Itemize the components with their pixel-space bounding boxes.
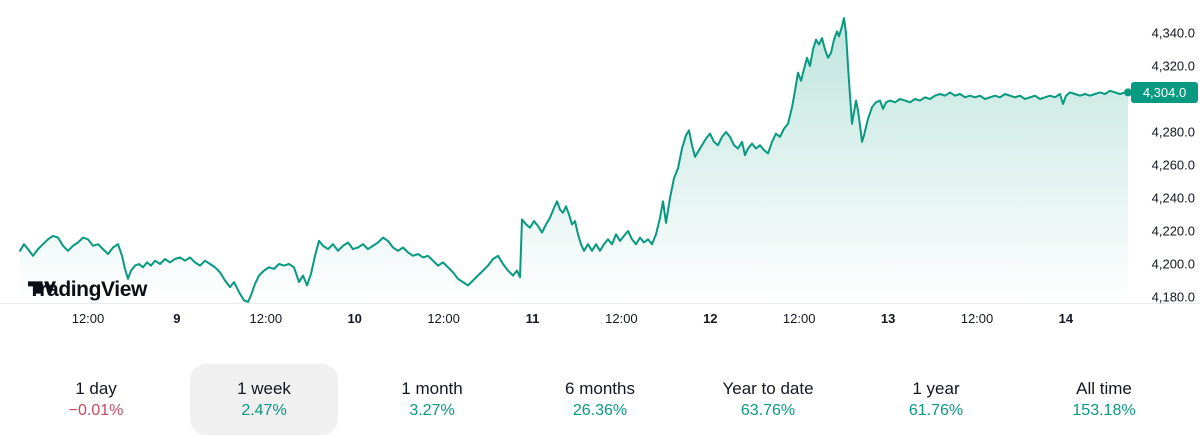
range-button-1-year[interactable]: 1 year 61.76%	[862, 364, 1010, 435]
range-label: All time	[1076, 379, 1132, 398]
tradingview-logomark-icon	[28, 281, 56, 294]
x-axis-label: 12:00	[960, 311, 994, 326]
y-axis-label: 4,240.0	[1151, 190, 1195, 206]
x-axis-label: 12:00	[782, 311, 816, 326]
range-change: 61.76%	[908, 402, 964, 419]
range-button-1-day[interactable]: 1 day −0.01%	[22, 364, 170, 435]
range-label: 1 day	[75, 379, 117, 398]
y-axis-label: 4,260.0	[1151, 157, 1195, 173]
x-axis-label: 12:00	[427, 311, 460, 326]
x-axis-separator	[0, 303, 1200, 304]
current-price-badge: 4,304.0	[1131, 81, 1198, 103]
price-line	[19, 17, 1129, 303]
range-tabs: 1 day −0.01% 1 week 2.47% 1 month 3.27% 6 mont…	[12, 361, 1188, 438]
chart-area: 4,340.0 4,320.0 4,280.0 4,260.0 4,240.0 4,220…	[0, 17, 1200, 326]
x-axis-label: 13	[880, 311, 896, 326]
y-axis-label: 4,180.0	[1151, 289, 1195, 305]
range-label: 1 year	[912, 379, 960, 398]
x-axis-label: 12	[703, 311, 718, 326]
range-button-all-time[interactable]: All time 153.18%	[1030, 364, 1178, 435]
y-axis-label: 4,320.0	[1151, 58, 1195, 74]
range-button-1-week[interactable]: 1 week 2.47%	[190, 364, 338, 435]
x-axis-label: 14	[1058, 311, 1074, 326]
range-label: 1 month	[401, 379, 463, 398]
y-axis-label: 4,220.0	[1151, 223, 1195, 239]
x-axis-label: 12:00	[249, 311, 283, 326]
range-change: 26.36%	[572, 402, 628, 419]
x-axis-label: 12:00	[605, 311, 638, 326]
last-price-dot	[1124, 88, 1132, 97]
area-fill	[20, 18, 1128, 303]
range-label: Year to date	[722, 379, 814, 398]
y-axis-label: 4,280.0	[1151, 124, 1195, 140]
range-button-6-months[interactable]: 6 months 26.36%	[526, 364, 674, 435]
x-axis-label: 11	[525, 311, 540, 326]
range-label: 1 week	[237, 379, 291, 398]
range-button-1-month[interactable]: 1 month 3.27%	[358, 364, 506, 435]
price-chart	[19, 17, 1132, 303]
range-change: 3.27%	[409, 402, 455, 419]
range-change: 153.18%	[1072, 402, 1136, 419]
y-axis-label: 4,340.0	[1151, 25, 1195, 41]
x-axis-label: 12:00	[71, 311, 105, 326]
range-change: 2.47%	[241, 402, 287, 419]
x-axis-label: 9	[173, 311, 181, 326]
range-change: 63.76%	[740, 402, 796, 419]
y-axis-label: 4,200.0	[1151, 256, 1195, 272]
tradingview-logo[interactable]: TradingView	[28, 277, 147, 303]
range-button-year-to-date[interactable]: Year to date 63.76%	[694, 364, 842, 435]
range-label: 6 months	[565, 379, 635, 398]
x-axis-label: 10	[347, 311, 362, 326]
tradingview-wordmark: TradingView	[28, 278, 147, 301]
range-change: −0.01%	[68, 402, 124, 419]
